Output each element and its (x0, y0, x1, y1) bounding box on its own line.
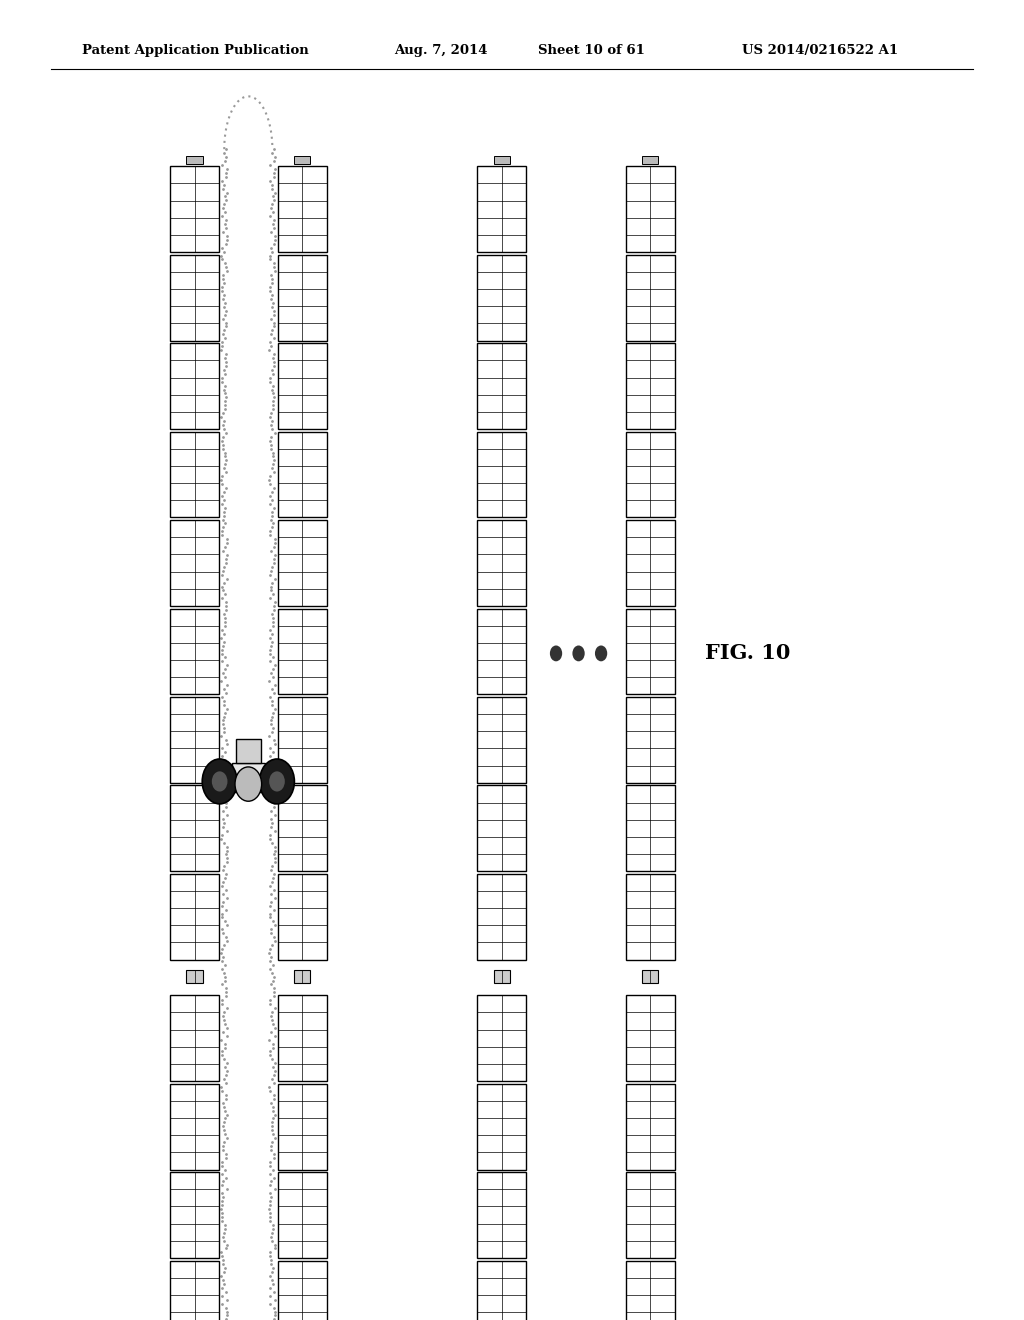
Bar (626, 785, 675, 871)
Bar (642, 156, 658, 164)
Bar (278, 995, 327, 1081)
Circle shape (572, 645, 585, 661)
Bar (477, 874, 526, 960)
Bar (278, 874, 327, 960)
Bar (170, 343, 219, 429)
Bar (170, 1172, 219, 1258)
Bar (186, 969, 203, 982)
Bar (278, 343, 327, 429)
Bar (477, 1261, 526, 1320)
Bar (170, 1084, 219, 1170)
Bar (236, 739, 260, 763)
Bar (626, 1084, 675, 1170)
Bar (477, 785, 526, 871)
Bar (294, 156, 310, 164)
Bar (278, 520, 327, 606)
Bar (626, 874, 675, 960)
Bar (231, 763, 264, 792)
Bar (170, 1261, 219, 1320)
Bar (626, 1172, 675, 1258)
Bar (477, 609, 526, 694)
Bar (170, 995, 219, 1081)
Bar (170, 520, 219, 606)
Bar (477, 166, 526, 252)
Bar (626, 1261, 675, 1320)
Bar (278, 166, 327, 252)
Bar (642, 969, 658, 982)
Circle shape (269, 771, 285, 792)
Bar (278, 432, 327, 517)
Bar (626, 995, 675, 1081)
Bar (170, 609, 219, 694)
Circle shape (260, 759, 295, 804)
Bar (170, 255, 219, 341)
Bar (278, 697, 327, 783)
Bar (477, 697, 526, 783)
Bar (477, 255, 526, 341)
Bar (278, 1172, 327, 1258)
Bar (477, 432, 526, 517)
Bar (278, 255, 327, 341)
Bar (170, 697, 219, 783)
Text: US 2014/0216522 A1: US 2014/0216522 A1 (742, 44, 898, 57)
Bar (626, 697, 675, 783)
Bar (294, 969, 310, 982)
Bar (186, 156, 203, 164)
Bar (278, 785, 327, 871)
Circle shape (234, 767, 262, 801)
Text: Aug. 7, 2014: Aug. 7, 2014 (394, 44, 487, 57)
Bar (626, 520, 675, 606)
Circle shape (212, 771, 227, 792)
Text: Patent Application Publication: Patent Application Publication (82, 44, 308, 57)
Bar (626, 255, 675, 341)
Bar (626, 343, 675, 429)
Bar (477, 1084, 526, 1170)
Bar (626, 166, 675, 252)
Bar (494, 156, 510, 164)
Circle shape (595, 645, 607, 661)
Bar (477, 520, 526, 606)
Bar (494, 969, 510, 982)
Bar (170, 785, 219, 871)
Circle shape (550, 645, 562, 661)
Bar (477, 995, 526, 1081)
Bar (170, 432, 219, 517)
Text: Sheet 10 of 61: Sheet 10 of 61 (538, 44, 644, 57)
Bar (278, 609, 327, 694)
Bar (477, 1172, 526, 1258)
Circle shape (203, 759, 237, 804)
Bar (278, 1084, 327, 1170)
Bar (170, 874, 219, 960)
Text: FIG. 10: FIG. 10 (705, 643, 791, 664)
Bar (626, 609, 675, 694)
Bar (477, 343, 526, 429)
Bar (170, 166, 219, 252)
Bar (278, 1261, 327, 1320)
Bar (626, 432, 675, 517)
